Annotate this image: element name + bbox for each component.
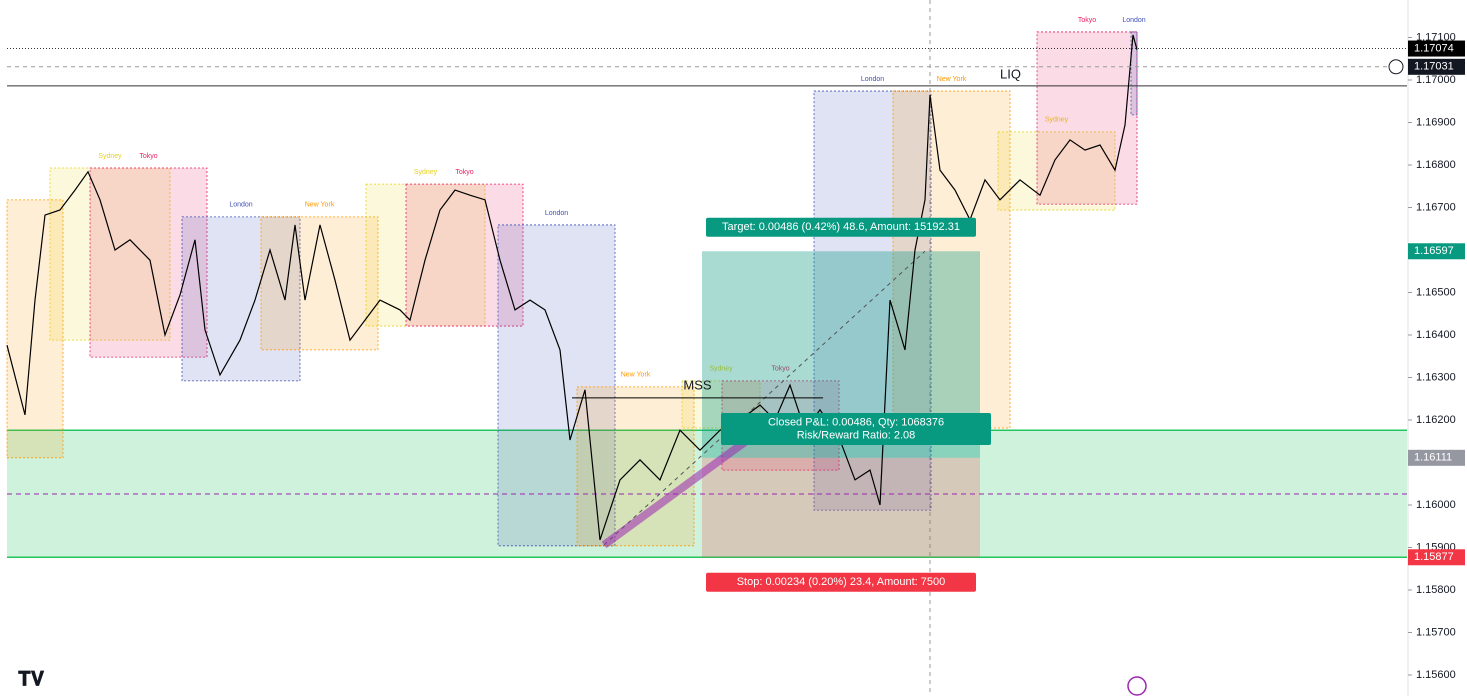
session-label: Sydney [414, 169, 438, 176]
price-label-bg [1408, 243, 1465, 260]
mss-label: MSS [683, 377, 712, 392]
session-label: Tokyo [455, 169, 473, 176]
session-label: London [1122, 17, 1145, 24]
session-box [6, 199, 64, 459]
y-tick-label: 1.16900 [1416, 116, 1456, 128]
stop-label-bg [706, 572, 976, 592]
session-box [405, 183, 524, 327]
y-tick-label: 1.16000 [1416, 499, 1456, 511]
y-tick-label: 1.15800 [1416, 584, 1456, 596]
price-label-bg [1408, 449, 1465, 466]
logo: 𝐓𝐕 [18, 668, 45, 690]
session-label: London [545, 210, 568, 217]
session-box [1036, 31, 1138, 205]
session-box [997, 131, 1116, 211]
session-label: London [229, 202, 252, 209]
stop-label-text: Stop: 0.00234 (0.20%) 23.4, Amount: 7500 [737, 576, 946, 588]
liq-label: LIQ [1000, 66, 1021, 81]
price-label: 1.17031 [1414, 61, 1454, 73]
target-label-text: Target: 0.00486 (0.42%) 48.6, Amount: 15… [722, 221, 960, 233]
session-label: Tokyo [771, 366, 789, 373]
session-box [89, 167, 208, 358]
y-tick-label: 1.17000 [1416, 74, 1456, 86]
price-label-bg [1408, 40, 1465, 57]
session-box [1130, 31, 1138, 116]
session-label: London [861, 76, 884, 83]
session-box [260, 216, 379, 351]
session-label: New York [621, 372, 651, 379]
add-button[interactable] [1388, 59, 1404, 75]
stop-label: Stop: 0.00234 (0.20%) 23.4, Amount: 7500 [706, 572, 976, 592]
price-label-bg [1408, 58, 1465, 75]
y-tick-label: 1.16200 [1416, 414, 1456, 426]
price-label: 1.16111 [1414, 452, 1452, 464]
y-tick-label: 1.16500 [1416, 286, 1456, 298]
session-label: Tokyo [1078, 17, 1096, 24]
session-label: Sydney [1045, 117, 1069, 124]
pnl-label-bg [721, 413, 991, 445]
price-line [6, 34, 1138, 541]
y-tick-label: 1.16300 [1416, 371, 1456, 383]
pnl-label-text: Risk/Reward Ratio: 2.08 [797, 429, 916, 441]
target-label-bg [706, 217, 976, 237]
price-label-bg [1408, 549, 1465, 566]
price-label: 1.15877 [1414, 551, 1454, 563]
session-label: New York [305, 202, 335, 209]
y-tick-label: 1.16700 [1416, 201, 1456, 213]
price-label: 1.16597 [1414, 245, 1454, 257]
alert-icon[interactable] [1127, 676, 1147, 696]
y-tick-label: 1.16400 [1416, 329, 1456, 341]
session-label: Sydney [98, 153, 122, 160]
session-label: New York [937, 76, 967, 83]
loss-area [702, 457, 980, 558]
pnl-label: Closed P&L: 0.00486, Qty: 1068376Risk/Re… [721, 413, 991, 445]
session-box [892, 90, 1011, 429]
y-tick-label: 1.17100 [1416, 31, 1456, 43]
session-label: Tokyo [139, 153, 157, 160]
target-label: Target: 0.00486 (0.42%) 48.6, Amount: 15… [706, 217, 976, 237]
price-label: 1.17074 [1414, 42, 1454, 54]
y-tick-label: 1.16800 [1416, 159, 1456, 171]
pnl-label-text: Closed P&L: 0.00486, Qty: 1068376 [768, 416, 944, 428]
y-tick-label: 1.15700 [1416, 626, 1456, 638]
session-label: Sydney [709, 366, 733, 373]
y-tick-label: 1.15600 [1416, 669, 1456, 681]
